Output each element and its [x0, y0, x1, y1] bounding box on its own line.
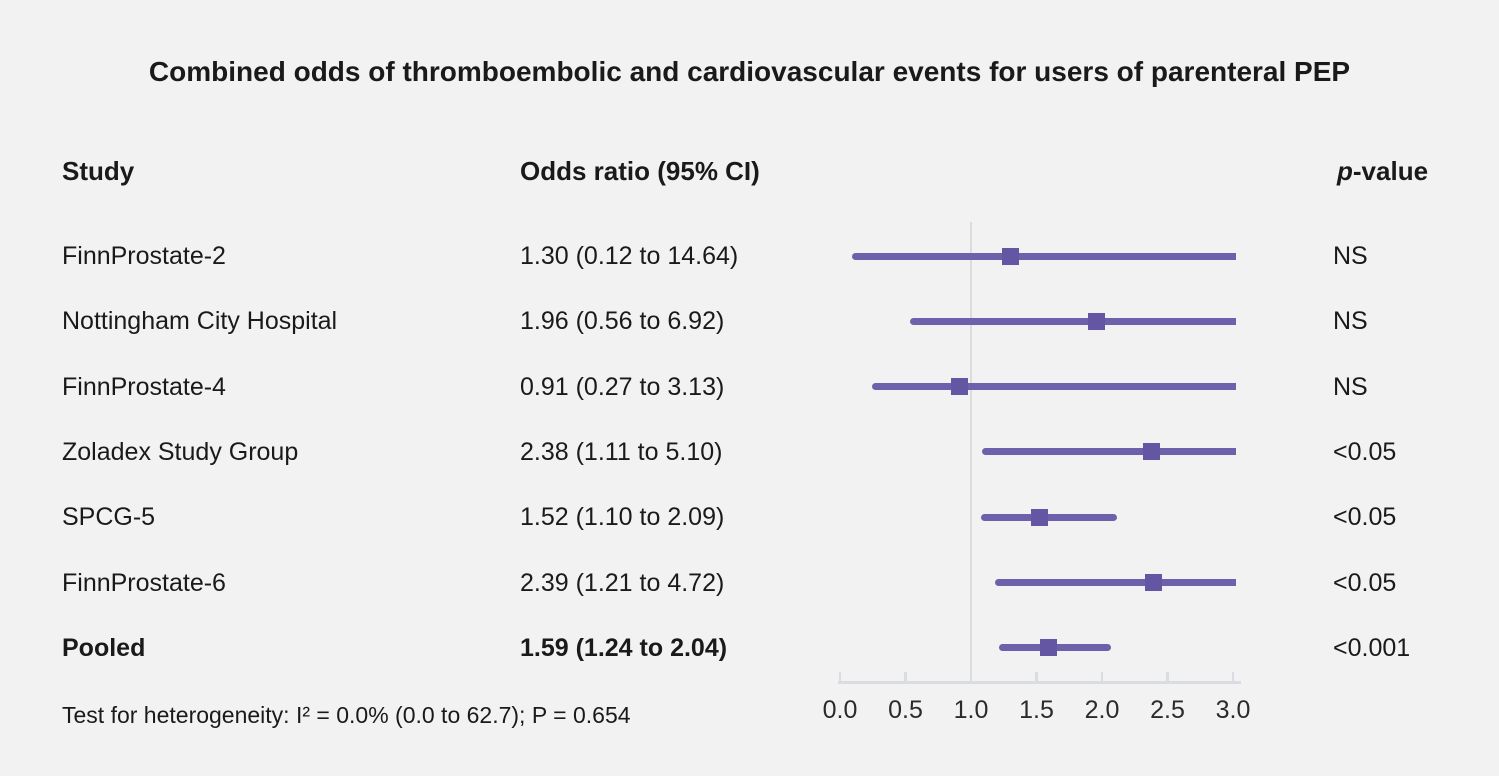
- axis-tick: [1035, 672, 1038, 681]
- study-name: Zoladex Study Group: [62, 437, 299, 466]
- study-name: Pooled: [62, 633, 146, 662]
- p-value: <0.05: [1333, 568, 1397, 597]
- heterogeneity-note: Test for heterogeneity: I² = 0.0% (0.0 t…: [62, 702, 631, 728]
- odds-ratio-marker: [1143, 443, 1161, 461]
- odds-ratio-value: 1.59 (1.24 to 2.04): [520, 633, 728, 662]
- axis-tick: [1231, 672, 1235, 681]
- odds-ratio-marker: [1030, 508, 1048, 526]
- odds-ratio-marker: [1039, 639, 1057, 657]
- odds-ratio-marker: [950, 378, 968, 396]
- axis-tick-label: 1.0: [953, 696, 989, 724]
- axis-tick-label: 0.5: [888, 696, 923, 724]
- reference-line: [969, 222, 973, 681]
- column-header-odds-ratio: Odds ratio (95% CI): [520, 156, 760, 186]
- ci-bar: [871, 383, 1237, 391]
- axis-tick: [904, 672, 907, 681]
- ci-bar: [909, 317, 1237, 325]
- study-name: FinnProstate-2: [62, 242, 226, 270]
- odds-ratio-value: 0.91 (0.27 to 3.13): [520, 372, 725, 401]
- ci-bar: [852, 252, 1237, 260]
- column-header-p-value: p-value: [1337, 155, 1428, 187]
- odds-ratio-value: 1.52 (1.10 to 2.09): [520, 503, 725, 532]
- ci-bar: [995, 579, 1237, 587]
- odds-ratio-value: 1.96 (0.56 to 6.92): [520, 307, 725, 336]
- axis-tick-label: 2.5: [1150, 696, 1185, 724]
- axis-tick: [838, 672, 842, 681]
- study-name: FinnProstate-6: [62, 568, 226, 597]
- axis-tick-label: 1.5: [1019, 696, 1054, 724]
- axis-tick: [969, 672, 973, 681]
- odds-ratio-value: 1.30 (0.12 to 14.64): [520, 242, 739, 270]
- odds-ratio-marker: [1144, 574, 1162, 592]
- column-header-study: Study: [62, 156, 135, 186]
- study-name: FinnProstate-4: [62, 372, 226, 401]
- odds-ratio-value: 2.38 (1.11 to 5.10): [520, 437, 723, 466]
- study-name: Nottingham City Hospital: [62, 307, 338, 336]
- x-axis-line: [838, 681, 1241, 684]
- ci-bar: [981, 448, 1237, 456]
- p-value: NS: [1333, 307, 1368, 336]
- p-value: <0.05: [1333, 503, 1397, 532]
- axis-tick: [1166, 672, 1169, 681]
- odds-ratio-marker: [1088, 312, 1106, 330]
- odds-ratio-value: 2.39 (1.21 to 4.72): [520, 568, 725, 597]
- p-value: <0.001: [1333, 633, 1411, 662]
- axis-tick: [1100, 672, 1104, 681]
- p-value: <0.05: [1333, 437, 1397, 466]
- p-value-header-italic-p: p: [1337, 156, 1353, 186]
- axis-tick-label: 3.0: [1215, 696, 1251, 724]
- study-name: SPCG-5: [62, 503, 156, 532]
- p-value: NS: [1333, 372, 1368, 401]
- axis-tick-label: 0.0: [822, 696, 858, 724]
- odds-ratio-marker: [1001, 247, 1019, 265]
- p-value: NS: [1333, 242, 1368, 270]
- p-value-header-suffix: -value: [1352, 156, 1429, 186]
- chart-title: Combined odds of thromboembolic and card…: [148, 56, 1351, 87]
- axis-tick-label: 2.0: [1084, 696, 1120, 724]
- ci-bar: [980, 513, 1118, 521]
